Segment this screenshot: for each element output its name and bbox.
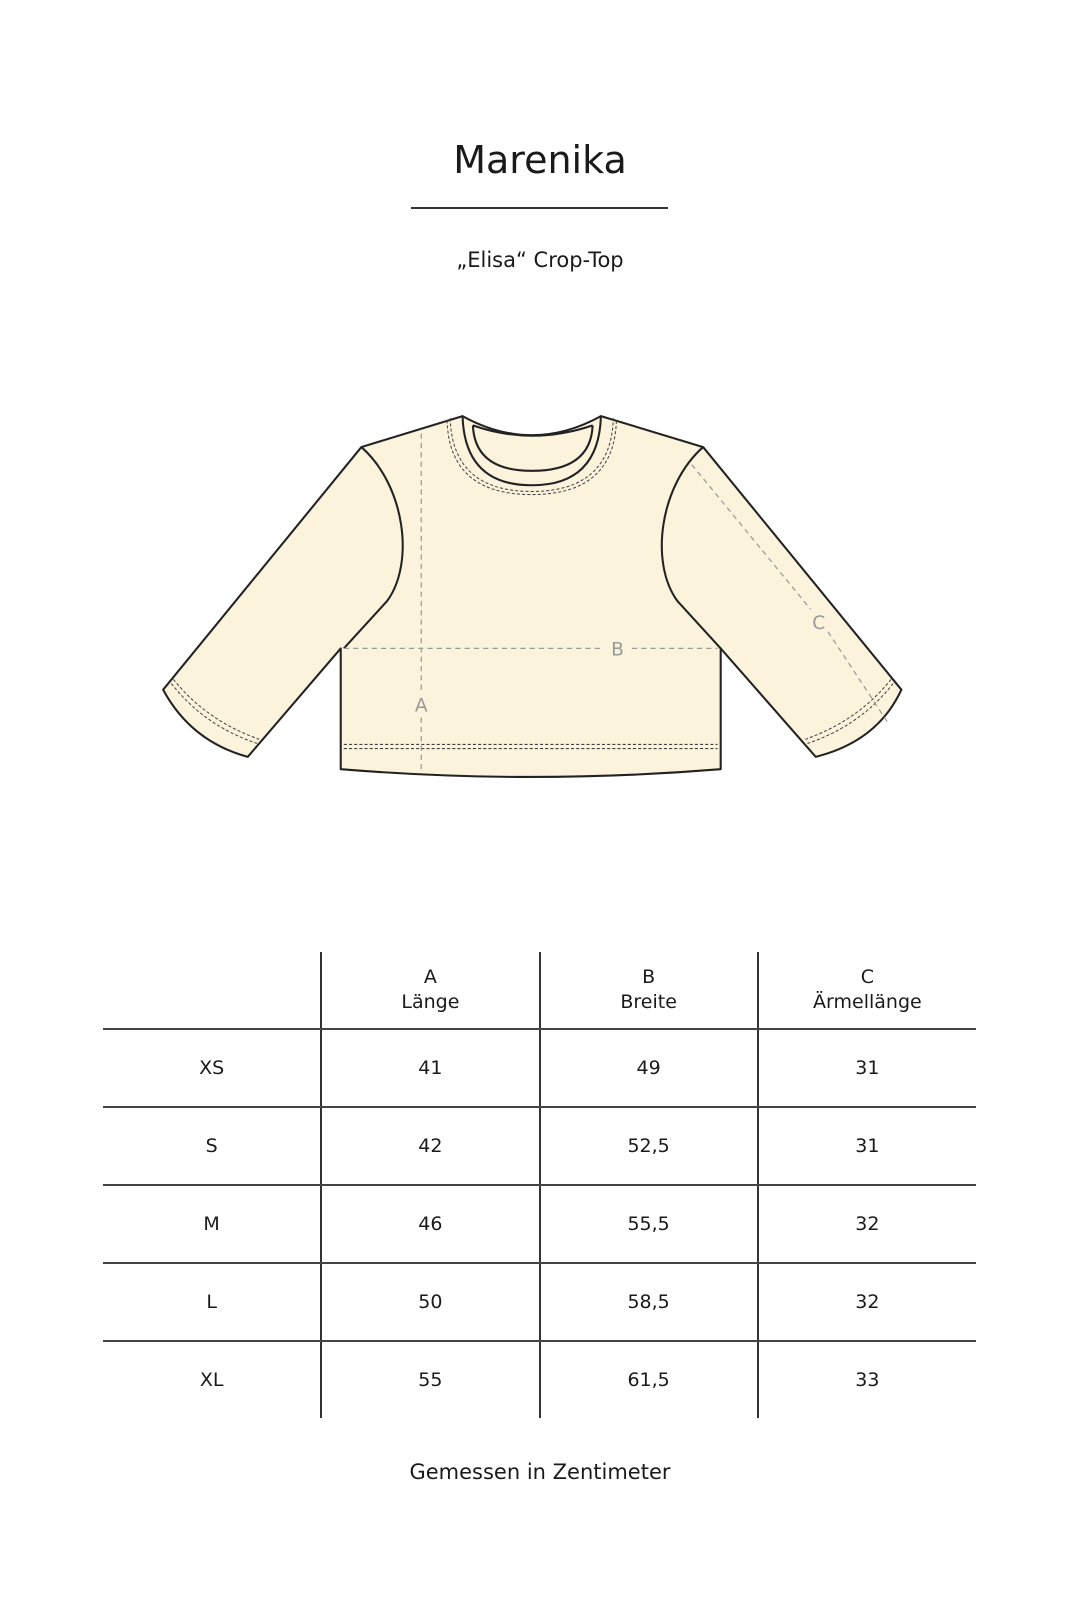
size-table: A Länge B Breite C Ärmellänge XS 41 49 31 S 42 5… (103, 952, 976, 1418)
table-row: S 42 52,5 31 (103, 1107, 976, 1186)
header-size (103, 952, 322, 1030)
header-name: Breite (620, 991, 677, 1013)
width-cell: 52,5 (538, 1107, 758, 1186)
sleeve-cell: 31 (756, 1029, 976, 1108)
table-row: M 46 55,5 32 (103, 1185, 976, 1264)
length-cell: 55 (320, 1341, 540, 1418)
table-row: L 50 58,5 32 (103, 1263, 976, 1342)
right-armhole-seam (660, 446, 722, 650)
back-neck (472, 424, 593, 437)
sleeve-cell: 33 (756, 1341, 976, 1418)
measure-a-label: A (415, 695, 428, 716)
left-armhole-seam (343, 446, 404, 650)
shirt-outline (162, 415, 903, 778)
sleeve-cell: 31 (756, 1107, 976, 1186)
title-divider (411, 207, 668, 209)
header-letter: C (860, 966, 875, 988)
measure-b-label: B (611, 640, 624, 661)
sleeve-cell: 32 (756, 1263, 976, 1342)
length-cell: 50 (320, 1263, 540, 1342)
header-name: Ärmellänge (813, 991, 922, 1013)
header-c: C Ärmellänge (756, 952, 976, 1030)
table-header-row: A Länge B Breite C Ärmellänge (103, 952, 976, 1030)
sleeve-cell: 32 (756, 1185, 976, 1264)
length-cell: 46 (320, 1185, 540, 1264)
length-cell: 41 (320, 1029, 540, 1108)
units-note: Gemessen in Zentimeter (409, 1460, 671, 1484)
neck-inner (471, 425, 594, 472)
measure-c-label: C (812, 613, 825, 634)
size-cell: XS (103, 1029, 322, 1108)
width-cell: 58,5 (538, 1263, 758, 1342)
header-letter: B (642, 966, 656, 988)
size-cell: XL (199, 1369, 224, 1391)
header-a: A Länge (320, 952, 540, 1030)
brand-title: Marenika (453, 138, 627, 182)
size-cell: L (103, 1263, 322, 1342)
table-row: XS 41 49 31 (103, 1029, 976, 1108)
size-cell: S (103, 1107, 322, 1186)
size-cell: M (103, 1185, 322, 1264)
width-cell: 61,5 (538, 1341, 758, 1418)
measure-c-line (691, 464, 889, 724)
header-b: B Breite (538, 952, 758, 1030)
header-letter: A (423, 966, 437, 988)
table-row: XL 55 61,5 33 (103, 1341, 976, 1418)
width-cell: 55,5 (538, 1185, 758, 1264)
length-cell: 42 (320, 1107, 540, 1186)
neck-band (461, 416, 602, 487)
header-name: Länge (401, 991, 460, 1013)
width-cell: 49 (538, 1029, 758, 1108)
product-name: „Elisa“ Crop-Top (456, 248, 624, 272)
measurement-lines (343, 433, 889, 770)
